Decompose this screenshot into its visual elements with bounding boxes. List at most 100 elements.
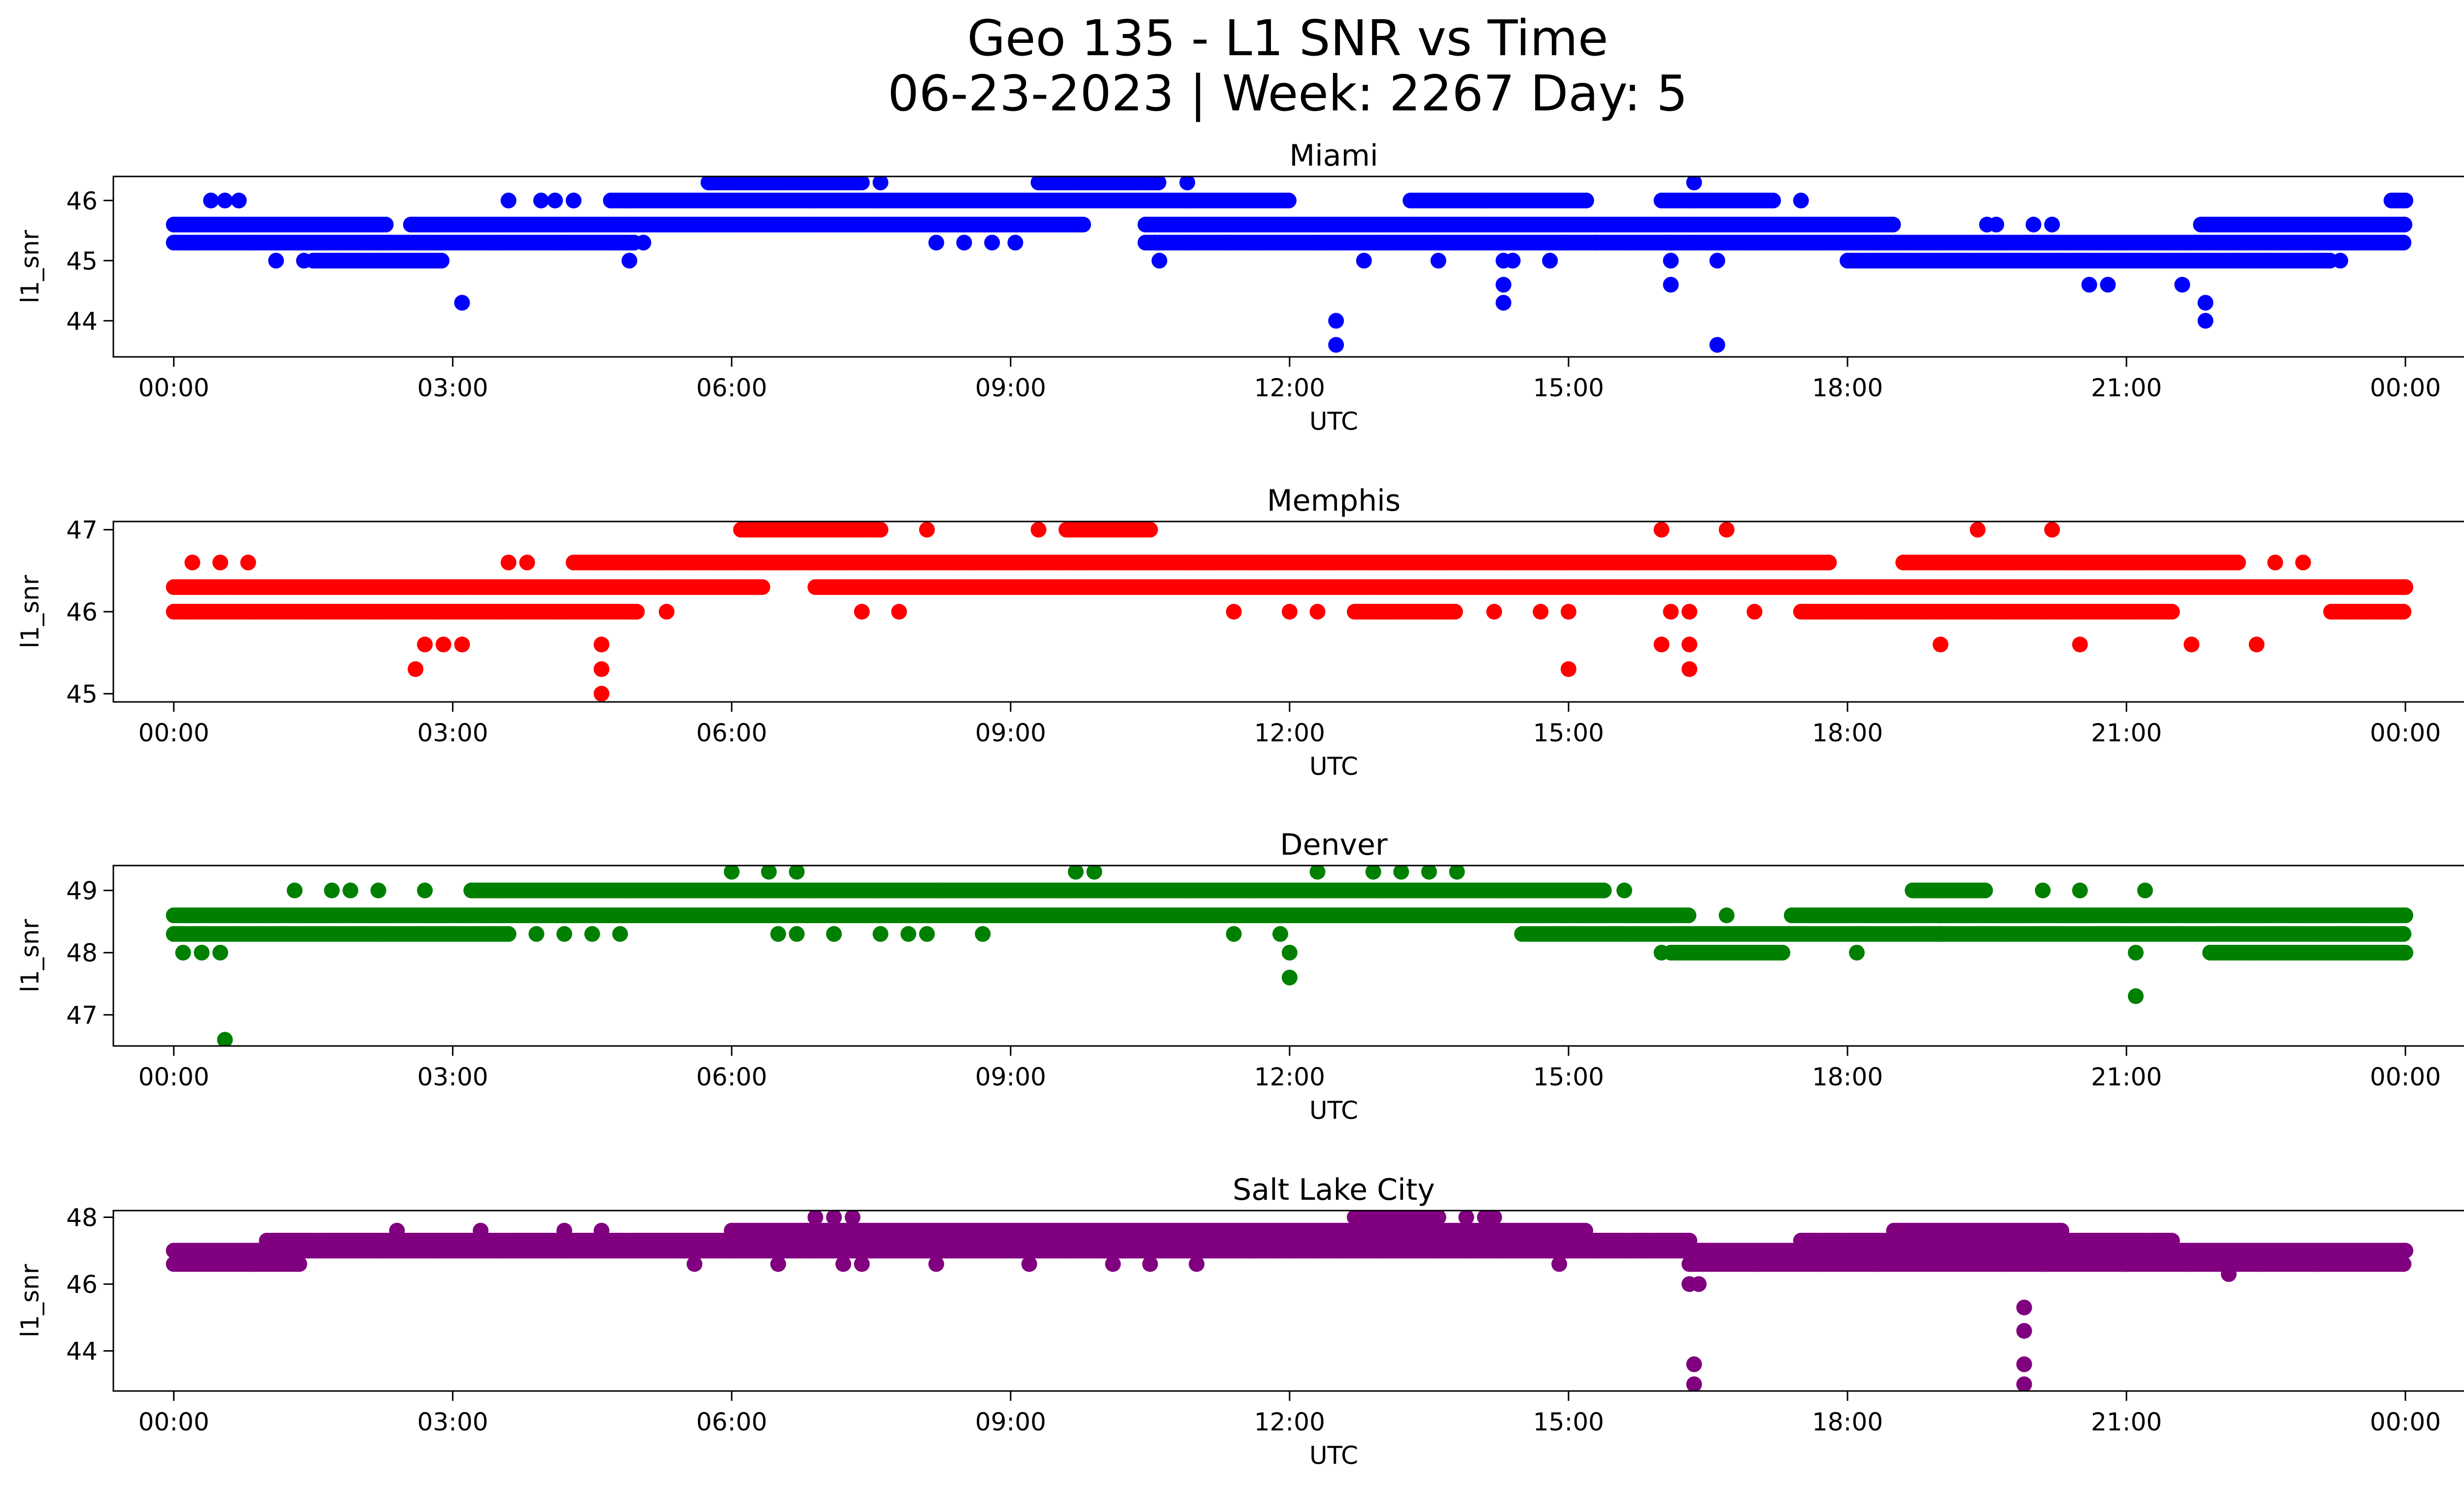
data-point xyxy=(1495,295,1511,311)
data-point xyxy=(1885,216,1901,233)
data-point xyxy=(203,192,219,209)
data-point xyxy=(1793,192,1809,209)
data-point xyxy=(635,235,651,251)
data-point xyxy=(408,661,424,677)
data-point xyxy=(2230,555,2246,571)
data-point xyxy=(1663,252,1679,269)
y-tick-label: 45 xyxy=(66,247,98,276)
data-point xyxy=(1681,636,1698,653)
subplot-title: Miami xyxy=(1289,139,1378,173)
data-point xyxy=(2044,216,2060,233)
data-point xyxy=(2397,579,2414,595)
x-axis-label: UTC xyxy=(1309,752,1358,781)
data-point xyxy=(377,216,394,233)
data-point xyxy=(1007,235,1024,251)
data-point xyxy=(1663,235,1679,251)
data-point xyxy=(629,604,645,620)
data-point xyxy=(2174,277,2190,293)
data-point xyxy=(1663,604,1679,620)
y-tick-label: 46 xyxy=(66,598,98,626)
x-tick-label: 00:00 xyxy=(2370,374,2441,402)
data-point xyxy=(1709,252,1725,269)
data-point xyxy=(593,686,610,702)
axes-frame xyxy=(112,175,2464,358)
x-tick-label: 09:00 xyxy=(975,374,1046,402)
data-point xyxy=(500,555,516,571)
data-point xyxy=(184,555,201,571)
data-point xyxy=(2397,907,2414,923)
data-point xyxy=(984,235,1000,251)
data-point xyxy=(217,192,233,209)
data-point xyxy=(1447,604,1463,620)
data-point xyxy=(1578,192,1594,209)
data-point xyxy=(2025,216,2042,233)
data-point xyxy=(1746,604,1763,620)
data-point xyxy=(1179,176,1196,191)
data-point xyxy=(500,192,516,209)
data-point xyxy=(1970,522,1986,538)
data-point xyxy=(1328,313,1344,329)
data-point xyxy=(1709,337,1725,353)
data-point xyxy=(212,555,228,571)
data-point xyxy=(919,522,935,538)
data-point xyxy=(1663,277,1679,293)
data-point xyxy=(2258,252,2274,269)
data-point xyxy=(1821,555,1837,571)
data-point xyxy=(1328,337,1344,353)
data-point xyxy=(1505,252,1521,269)
data-point xyxy=(928,235,944,251)
data-point xyxy=(1150,176,1166,191)
data-point xyxy=(1356,252,1372,269)
data-point xyxy=(2164,604,2180,620)
data-point xyxy=(1680,907,1697,923)
data-point xyxy=(454,636,470,653)
data-point xyxy=(1486,604,1502,620)
data-point xyxy=(2396,216,2413,233)
data-point xyxy=(1653,636,1670,653)
data-point xyxy=(1477,192,1493,209)
y-axis-label: l1_snr xyxy=(16,575,44,648)
data-point xyxy=(500,926,516,942)
figure-title: Geo 135 - L1 SNR vs Time xyxy=(967,9,1608,67)
subplot-1: 00:00 03:00 06:00 09:00 12:00 15:00 18:00 21:00… xyxy=(16,484,2464,781)
data-point xyxy=(1542,252,1558,269)
data-point xyxy=(1309,604,1326,620)
data-point xyxy=(1681,661,1698,677)
data-point xyxy=(1151,252,1167,269)
x-tick-label: 06:00 xyxy=(696,374,767,402)
data-point xyxy=(872,522,889,538)
data-point xyxy=(2100,277,2116,293)
data-point xyxy=(1430,252,1446,269)
x-tick-label: 00:00 xyxy=(2370,719,2441,747)
x-tick-label: 03:00 xyxy=(417,374,488,402)
data-point xyxy=(547,192,563,209)
series-markers xyxy=(166,866,2414,1046)
data-point xyxy=(434,252,450,269)
data-point xyxy=(1281,604,1298,620)
data-point xyxy=(2197,313,2214,329)
x-tick-label: 12:00 xyxy=(1254,719,1325,747)
data-point xyxy=(1588,235,1605,251)
data-point xyxy=(1653,522,1670,538)
data-point xyxy=(1560,661,1576,677)
data-point xyxy=(1533,604,1549,620)
x-axis-label: UTC xyxy=(1309,407,1358,436)
data-point xyxy=(2072,636,2088,653)
data-point xyxy=(519,555,535,571)
data-point xyxy=(1147,235,1163,251)
y-tick-label: 46 xyxy=(66,187,98,215)
x-tick-label: 21:00 xyxy=(2091,374,2162,402)
data-point xyxy=(854,176,870,191)
data-point xyxy=(891,604,907,620)
data-point xyxy=(1560,604,1576,620)
data-point xyxy=(566,192,582,209)
data-point xyxy=(296,252,312,269)
series-markers xyxy=(166,522,2414,702)
data-point xyxy=(854,604,870,620)
x-tick-label: 18:00 xyxy=(1812,719,1883,747)
data-point xyxy=(1681,604,1698,620)
x-tick-label: 03:00 xyxy=(417,719,488,747)
data-point xyxy=(2044,522,2060,538)
data-point xyxy=(1226,604,1242,620)
x-tick-label: 09:00 xyxy=(975,719,1046,747)
